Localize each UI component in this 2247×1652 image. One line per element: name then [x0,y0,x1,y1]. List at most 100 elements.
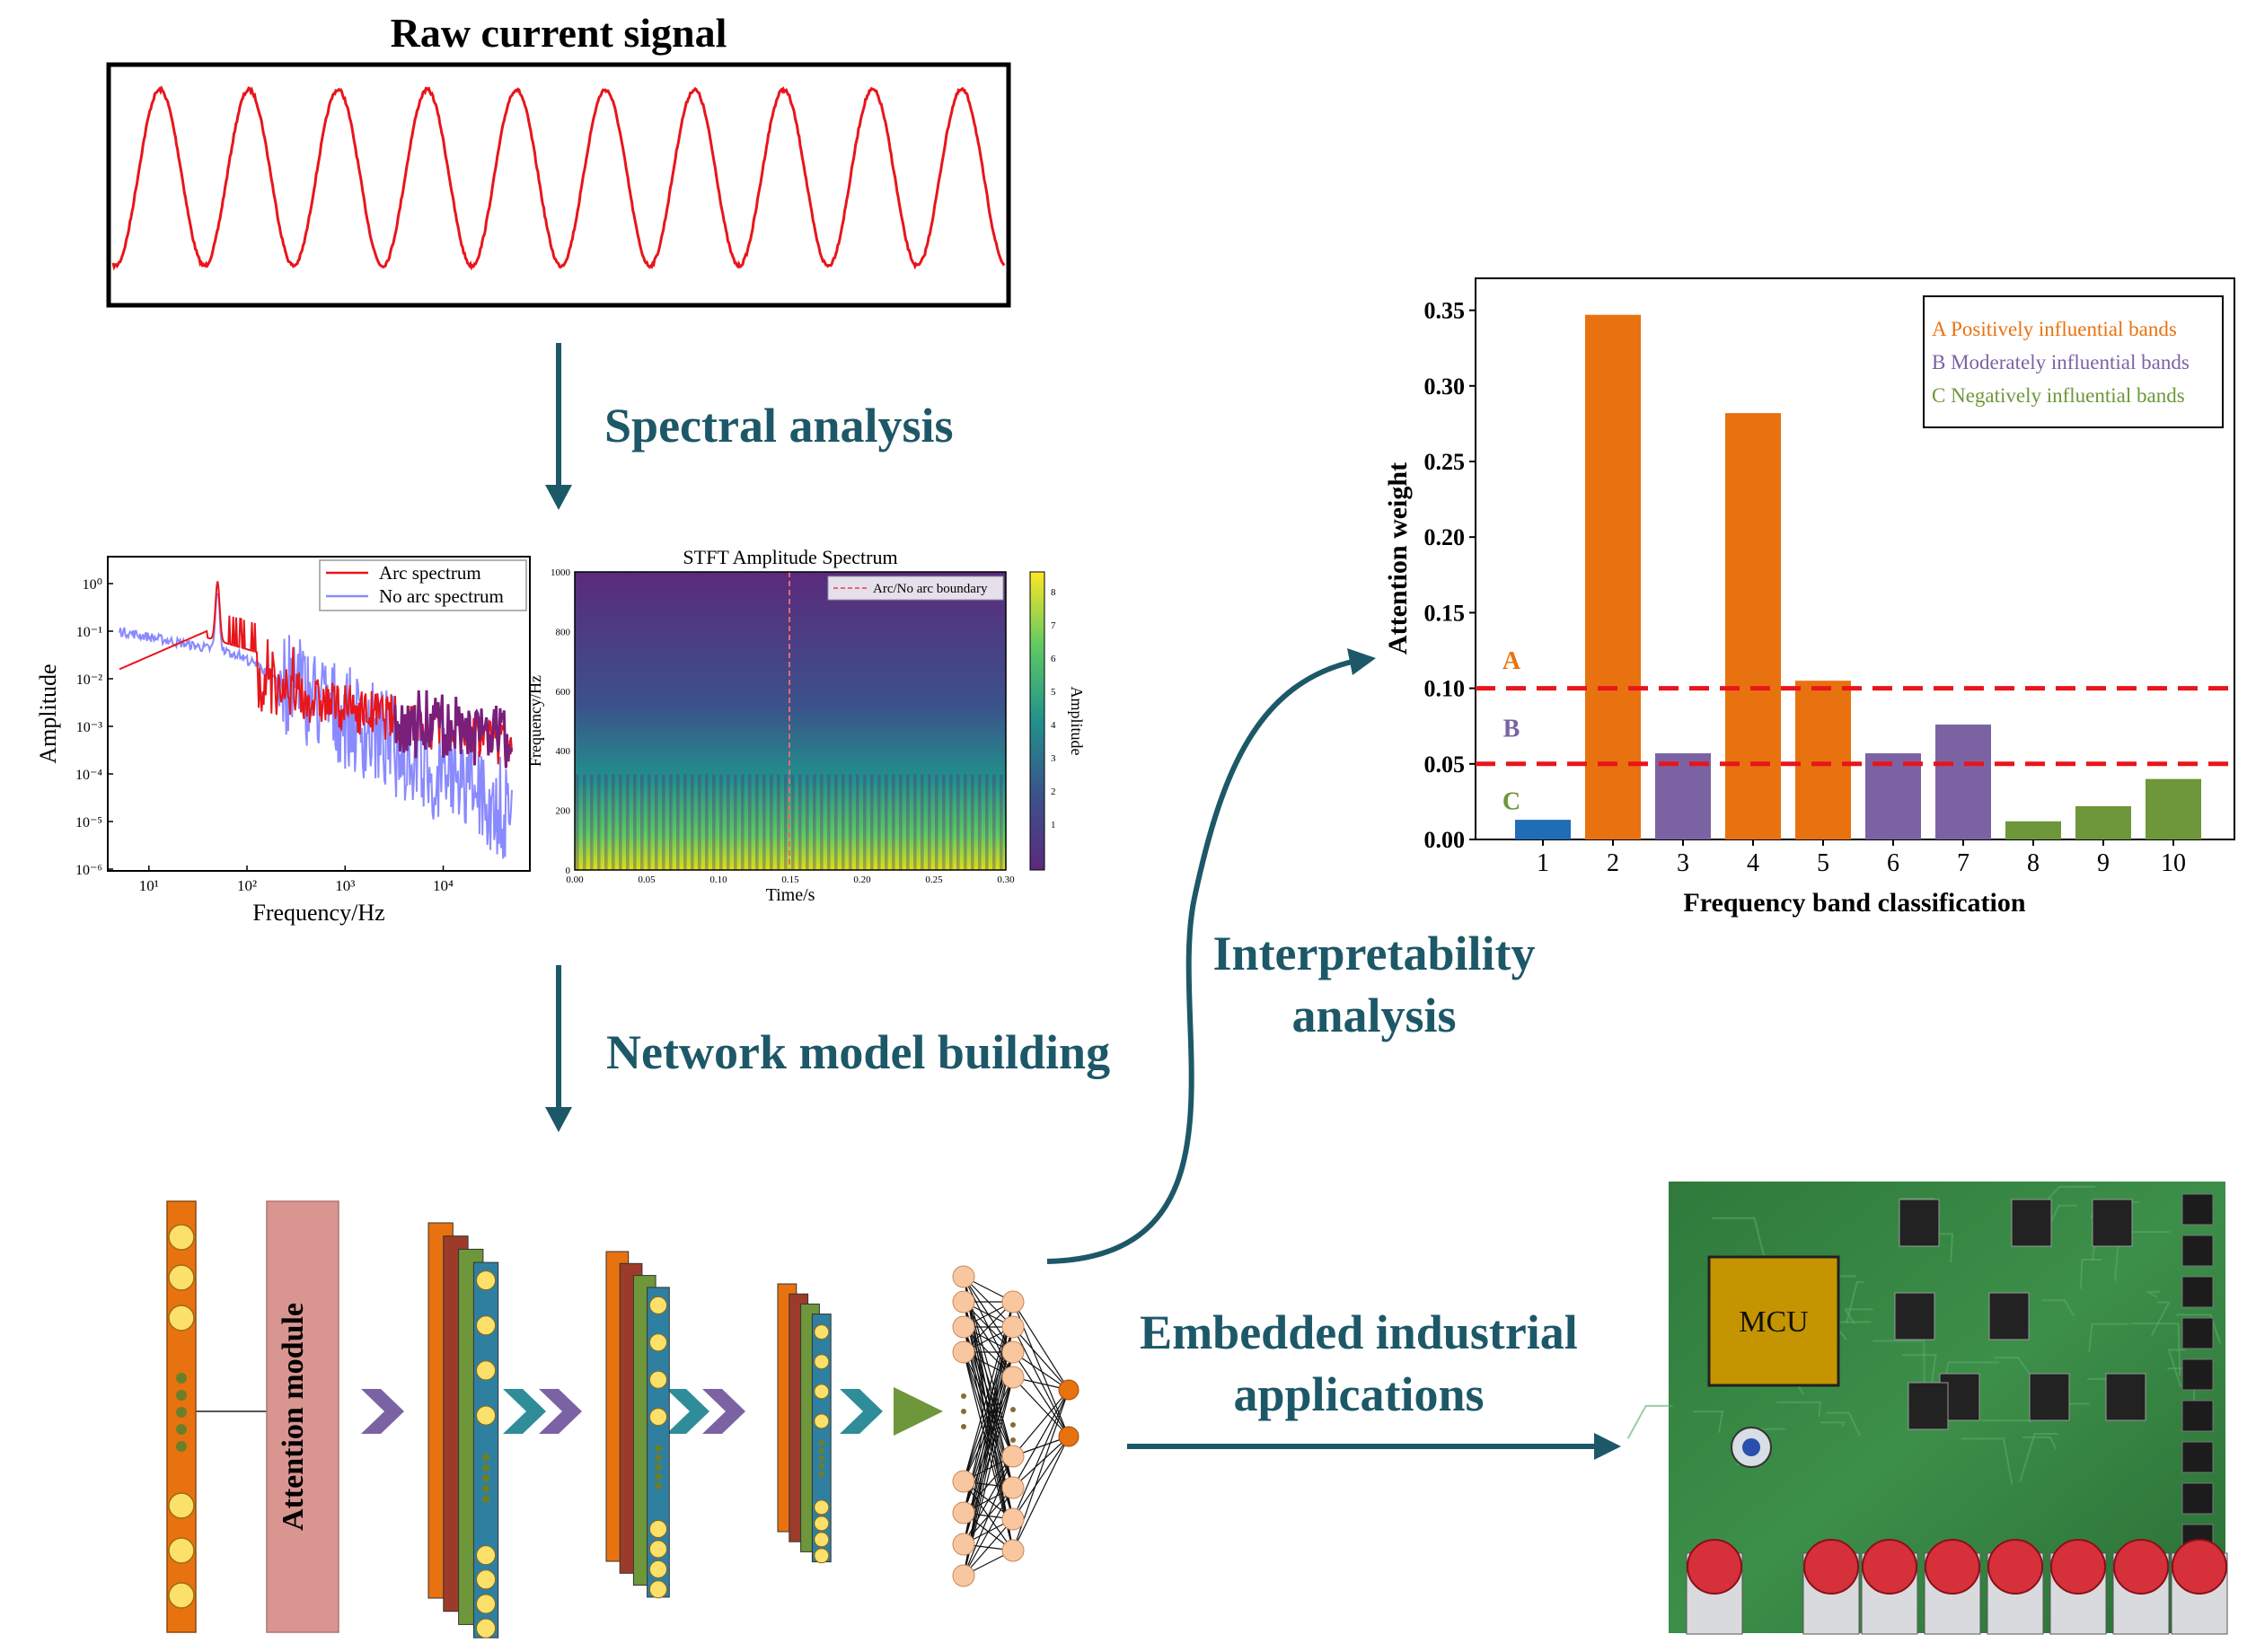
stft-stripe [956,774,960,870]
legend-negative: C Negatively influential bands [1932,384,2185,407]
stft-x-tick: 0.05 [638,874,656,885]
raw-signal-title: Raw current signal [391,10,727,56]
chart-x-tick: 3 [1677,849,1689,877]
spectrum-y-tick: 10⁻⁵ [75,815,102,830]
conv-node [814,1532,830,1548]
red-capacitor [1803,1539,1859,1595]
stft-stripe [748,774,752,870]
fc-connection [1012,1436,1070,1551]
chart-y-tick: 0.05 [1424,751,1466,778]
red-capacitor [1862,1539,1917,1595]
chevron-icon [361,1389,404,1434]
stft-stripe [921,774,924,870]
input-ellipsis-dot [176,1424,187,1435]
input-layer [166,1200,267,1633]
conv-ellipsis-dot [655,1454,662,1462]
stft-stripe [791,774,795,870]
step-interpretability-line2: analysis [1291,989,1456,1042]
stft-stripe [863,774,867,870]
stft-stripe [906,774,910,870]
conv-node [476,1618,497,1639]
fc-connection [1012,1389,1070,1489]
pcb-trace [2167,1349,2186,1388]
spectrum-xlabel: Frequency/Hz [252,900,384,926]
spectrum-y-tick: 10⁻⁴ [75,768,102,783]
conv-ellipsis-dot [655,1445,662,1453]
chart-x-tick: 5 [1817,849,1829,877]
fc-node [952,1564,975,1587]
stft-stripe [892,774,895,870]
spectrum-x-tick: 10⁴ [433,877,454,894]
pcb-trace [1901,1354,1937,1385]
red-capacitor [2050,1539,2106,1595]
fc-node [1001,1366,1025,1389]
fc-ellipsis-dot [961,1409,966,1414]
stft-stripe [640,774,644,870]
chart-y-tick: 0.25 [1424,449,1466,475]
fc-ellipsis-dot [1010,1437,1016,1443]
stft-stripe [676,774,680,870]
stft-colorbar [1029,571,1045,871]
stft-x-tick: 0.15 [781,874,799,885]
chart-x-tick: 9 [2097,849,2110,877]
stft-stripe [964,774,967,870]
stft-xlabel: Time/s [766,885,815,905]
stft-legend-label: Arc/No arc boundary [873,582,988,596]
stft-stripe [899,774,903,870]
bar-band-5 [1795,681,1851,839]
stft-stripe [655,774,658,870]
step-interpretability-line1: Interpretability [1213,927,1536,980]
conv-node [814,1384,830,1400]
legend-no-arc-spectrum: No arc spectrum [379,585,504,607]
connector-pin [2181,1276,2214,1308]
stft-stripe [813,774,816,870]
conv-node [648,1560,667,1578]
mcu-chip [1707,1255,1840,1387]
stft-stripe [1000,774,1003,870]
fc-node [1001,1476,1025,1499]
fc-connection [1012,1389,1070,1457]
stft-ylabel: Frequency/Hz [526,675,544,767]
stft-y-tick: 600 [556,687,571,698]
fc-node [1001,1445,1025,1468]
spectrum-y-tick: 10⁰ [83,577,102,593]
stft-y-tick: 1000 [551,567,571,578]
ic-chip [2011,1199,2052,1247]
band-label-B: B [1503,716,1520,743]
stft-stripe [741,774,745,870]
colorbar-ticks: 8 7 6 5 4 3 2 1 [1051,587,1056,830]
input-ellipsis-dot [176,1441,187,1452]
play-triangle-icon [894,1387,943,1436]
fc-node [952,1533,975,1556]
colorbar-label: Amplitude [1068,687,1086,756]
output-node [1058,1426,1079,1447]
legend-positive: A Positively influential bands [1932,318,2177,340]
colorbar-tick: 6 [1051,654,1056,664]
conv-node [476,1594,497,1614]
fc-connection [1012,1351,1070,1437]
pcb-trace [1712,1217,1766,1257]
spectrum-y-ticks: 10⁰ 10⁻¹ 10⁻² 10⁻³ 10⁻⁴ 10⁻⁵ 10⁻⁶ [75,577,113,878]
chart-y-tick: 0.30 [1424,373,1466,400]
fc-node [952,1315,975,1339]
stft-stripe [870,774,874,870]
stft-stripe [985,774,989,870]
connector-pin [2181,1317,2214,1349]
pcb-trace [1776,1401,1822,1417]
chart-x-tick: 8 [2027,849,2040,877]
raw-signal-waveform [111,85,1006,271]
conv-ellipsis-dot [481,1463,490,1472]
stft-stripe [648,774,651,870]
fc-connection [1012,1436,1070,1520]
stft-stripe [935,774,938,870]
pcb-trace [1626,1404,1673,1439]
pcb-trace [2088,1322,2129,1352]
pcb-trace [1692,1410,1724,1433]
arrow-interpretability [1046,648,1376,1264]
colorbar-tick: 4 [1051,720,1056,731]
legend-moderate: B Moderately influential bands [1932,351,2190,373]
small-capacitor-top [1742,1438,1760,1456]
stft-stripe [576,774,579,870]
connector-pin [2181,1235,2214,1267]
chevron-icon [539,1389,582,1434]
